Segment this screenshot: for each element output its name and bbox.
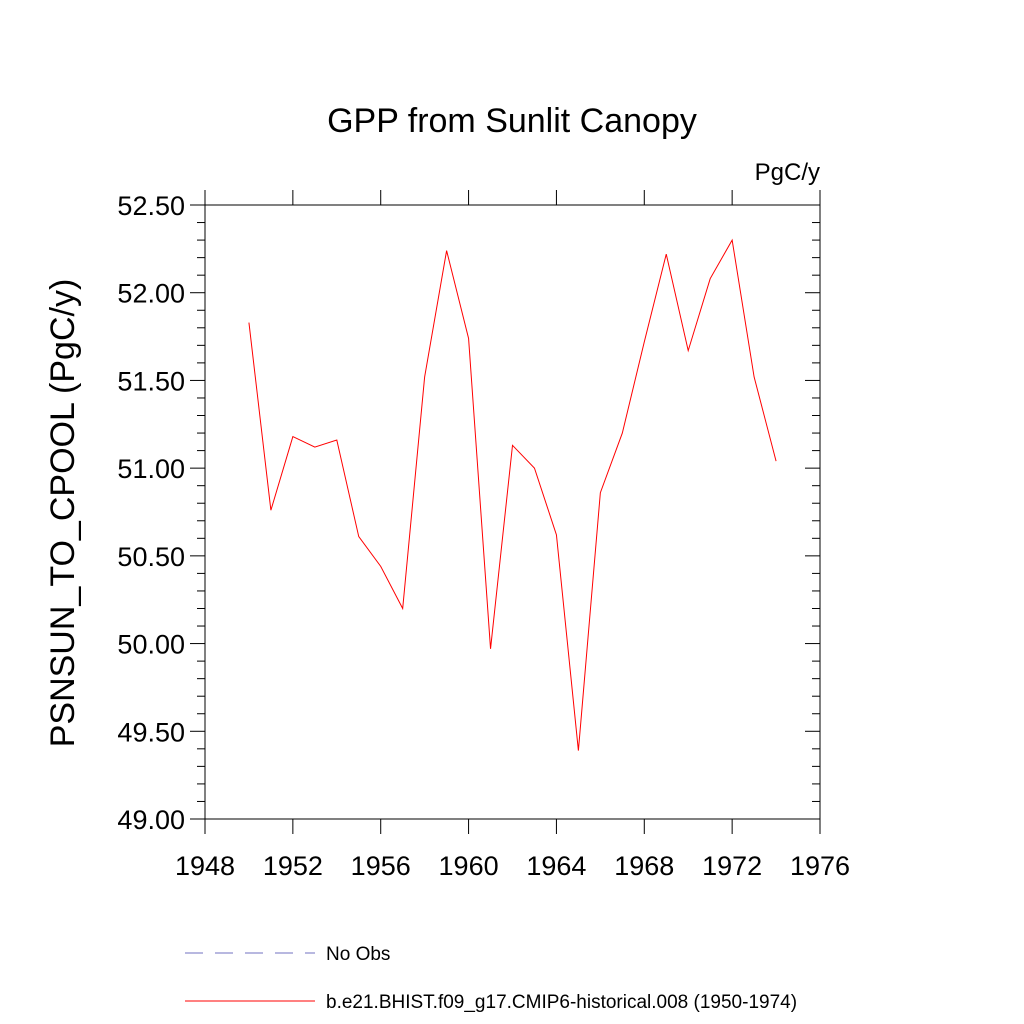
y-tick-label: 51.50 bbox=[117, 366, 185, 396]
legend: No Obs b.e21.BHIST.f09_g17.CMIP6-histori… bbox=[185, 944, 797, 1013]
series-layer bbox=[248, 238, 777, 751]
y-tick-label: 50.00 bbox=[117, 630, 185, 660]
x-tick-label: 1952 bbox=[263, 851, 323, 881]
x-tick-label: 1964 bbox=[526, 851, 586, 881]
y-tick-label: 52.00 bbox=[117, 279, 185, 309]
x-tick-label: 1972 bbox=[702, 851, 762, 881]
legend-label-historical: b.e21.BHIST.f09_g17.CMIP6-historical.008… bbox=[326, 992, 797, 1013]
y-tick-label: 49.00 bbox=[117, 805, 185, 835]
units-label: PgC/y bbox=[755, 159, 820, 186]
y-tick-label: 50.50 bbox=[117, 542, 185, 572]
x-tick-label: 1948 bbox=[175, 851, 235, 881]
x-tick-label: 1968 bbox=[614, 851, 674, 881]
y-tick-label: 51.00 bbox=[117, 454, 185, 484]
x-tick-label: 1976 bbox=[790, 851, 850, 881]
y-tick-label: 49.50 bbox=[117, 717, 185, 747]
series-line bbox=[248, 238, 777, 751]
legend-label-no-obs: No Obs bbox=[326, 944, 390, 965]
y-tick-labels: 49.00 49.50 50.00 50.50 51.00 51.50 52.00 52.50 bbox=[117, 191, 185, 835]
axis-ticks bbox=[190, 190, 821, 834]
x-tick-label: 1960 bbox=[439, 851, 499, 881]
y-axis-label: PSNSUN_TO_CPOOL (PgC/y) bbox=[44, 279, 82, 748]
y-tick-label: 52.50 bbox=[117, 191, 185, 221]
chart-title: GPP from Sunlit Canopy bbox=[327, 102, 697, 140]
plot-frame bbox=[204, 204, 821, 820]
x-tick-label: 1956 bbox=[351, 851, 411, 881]
x-tick-labels: 1948 1952 1956 1960 1964 1968 1972 1976 bbox=[175, 851, 850, 881]
